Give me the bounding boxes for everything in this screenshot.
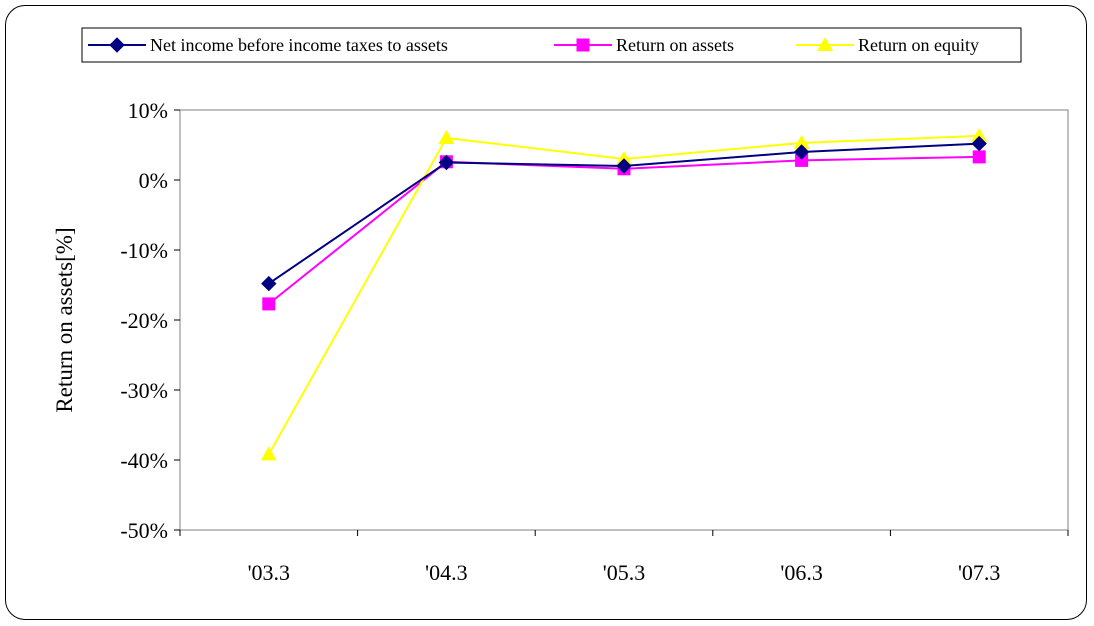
diamond-marker	[109, 37, 125, 53]
legend-entry: Net income before income taxes to assets	[88, 35, 448, 55]
axes: 10% 0% -10% -20% -30% -40% -50% '03.3 '04.3 '05.3…	[120, 98, 1069, 585]
series-diamond	[261, 135, 987, 292]
legend-entry: Return on assets	[554, 35, 734, 55]
triangle-marker	[817, 37, 833, 51]
square-marker	[262, 297, 276, 311]
diamond-marker	[616, 158, 632, 174]
square-marker	[795, 153, 809, 167]
square-marker	[576, 38, 590, 52]
y-tick-label: -50%	[120, 518, 168, 543]
y-tick-label: -10%	[120, 238, 168, 263]
y-tick-label: 0%	[139, 168, 168, 193]
triangle-marker	[793, 134, 810, 149]
x-tick-label: '03.3	[248, 560, 290, 585]
x-tick-label: '07.3	[958, 560, 1000, 585]
x-tick-label: '04.3	[425, 560, 467, 585]
y-tick-label: -30%	[120, 378, 168, 403]
triangle-marker	[971, 127, 988, 142]
plot-area	[179, 109, 1069, 531]
diamond-marker	[971, 135, 987, 152]
triangle-marker	[616, 151, 632, 165]
square-marker	[972, 150, 986, 164]
legend-label: Return on assets	[616, 35, 734, 55]
x-tick-label: '06.3	[780, 560, 822, 585]
series-layer	[260, 127, 988, 461]
legend-label: Net income before income taxes to assets	[150, 35, 448, 55]
y-tick-label: 10%	[128, 98, 168, 123]
y-axis-title: Return on assets[%]	[52, 227, 77, 412]
legend-box	[81, 27, 1022, 63]
diamond-marker	[793, 144, 810, 160]
y-tick-label: -20%	[120, 308, 168, 333]
y-tick-label: -40%	[120, 448, 168, 473]
x-tick-label: '05.3	[603, 560, 645, 585]
diamond-marker	[261, 275, 277, 292]
legend-label: Return on equity	[858, 35, 979, 55]
triangle-marker	[438, 130, 455, 144]
triangle-marker	[260, 446, 277, 461]
legend-entry: Return on equity	[796, 35, 979, 55]
diamond-marker	[438, 154, 455, 171]
legend: Net income before income taxes to assets…	[81, 27, 1022, 63]
